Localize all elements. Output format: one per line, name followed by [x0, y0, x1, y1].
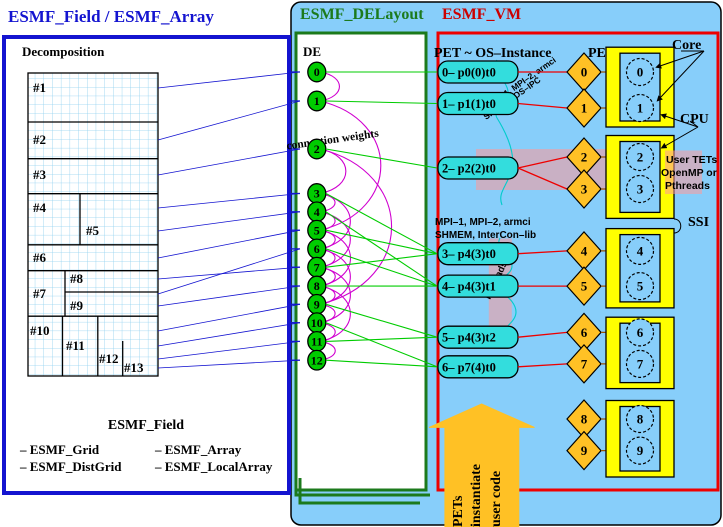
svg-text:5: 5 — [314, 223, 320, 237]
svg-text:1– p1(1)t0: 1– p1(1)t0 — [442, 97, 496, 111]
svg-text:#11: #11 — [66, 338, 85, 353]
svg-text:#4: #4 — [33, 200, 47, 215]
svg-text:7: 7 — [314, 260, 320, 274]
svg-text:0: 0 — [581, 65, 588, 80]
svg-text:#8: #8 — [70, 271, 84, 286]
svg-text:3: 3 — [637, 182, 644, 197]
svg-text:– ESMF_Array: – ESMF_Array — [154, 442, 242, 457]
svg-text:– ESMF_DistGrid: – ESMF_DistGrid — [19, 459, 122, 474]
svg-text:3– p4(3)t0: 3– p4(3)t0 — [442, 247, 496, 261]
svg-text:9: 9 — [637, 443, 644, 458]
svg-text:1: 1 — [637, 101, 644, 116]
svg-text:PE: PE — [588, 46, 606, 61]
svg-text:#12: #12 — [99, 351, 119, 366]
svg-text:7: 7 — [637, 356, 644, 371]
svg-text:9: 9 — [581, 443, 588, 458]
svg-text:instantiate: instantiate — [469, 464, 484, 527]
svg-text:Pthreads: Pthreads — [665, 180, 710, 192]
svg-text:6– p7(4)t0: 6– p7(4)t0 — [442, 360, 496, 374]
svg-text:DE: DE — [303, 44, 321, 59]
svg-text:#3: #3 — [33, 167, 47, 182]
svg-text:#5: #5 — [86, 223, 100, 238]
svg-text:ESMF_Field: ESMF_Field — [108, 418, 184, 433]
svg-text:ESMF_Field / ESMF_Array: ESMF_Field / ESMF_Array — [8, 7, 214, 26]
svg-text:ESMF_DELayout: ESMF_DELayout — [300, 6, 424, 23]
svg-text:2: 2 — [581, 150, 588, 165]
svg-text:OpenMP or: OpenMP or — [661, 167, 717, 179]
svg-text:8: 8 — [581, 412, 588, 427]
svg-text:2: 2 — [637, 150, 644, 165]
svg-text:8: 8 — [314, 279, 320, 293]
svg-text:#6: #6 — [33, 250, 47, 265]
svg-text:10: 10 — [311, 316, 323, 330]
svg-text:CPU: CPU — [680, 112, 709, 127]
svg-text:5: 5 — [637, 279, 644, 294]
svg-text:– ESMF_Grid: – ESMF_Grid — [19, 442, 100, 457]
svg-text:9: 9 — [314, 298, 320, 312]
svg-text:5: 5 — [581, 279, 588, 294]
svg-text:1: 1 — [314, 94, 320, 108]
svg-text:4: 4 — [314, 205, 320, 219]
svg-text:7: 7 — [581, 356, 588, 371]
svg-text:4: 4 — [637, 243, 644, 258]
svg-text:#9: #9 — [70, 298, 84, 313]
svg-text:ESMF_VM: ESMF_VM — [442, 6, 521, 23]
svg-text:Decomposition: Decomposition — [22, 44, 105, 59]
svg-text:user code: user code — [489, 471, 504, 527]
svg-text:12: 12 — [311, 353, 323, 367]
svg-text:3: 3 — [581, 182, 588, 197]
svg-text:PETs: PETs — [451, 495, 466, 527]
svg-text:4: 4 — [581, 243, 588, 258]
svg-text:11: 11 — [311, 335, 322, 349]
svg-text:0: 0 — [637, 65, 644, 80]
svg-text:SSI: SSI — [688, 215, 709, 230]
svg-text:0– p0(0)t0: 0– p0(0)t0 — [442, 66, 496, 80]
svg-text:8: 8 — [637, 412, 644, 427]
svg-text:6: 6 — [637, 325, 644, 340]
svg-text:#1: #1 — [33, 80, 46, 95]
svg-text:– ESMF_LocalArray: – ESMF_LocalArray — [154, 459, 273, 474]
svg-text:3: 3 — [314, 187, 320, 201]
svg-text:1: 1 — [581, 101, 588, 116]
svg-text:0: 0 — [314, 65, 320, 79]
svg-text:4– p4(3)t1: 4– p4(3)t1 — [442, 280, 496, 294]
svg-text:2– p2(2)t0: 2– p2(2)t0 — [442, 162, 496, 176]
svg-text:MPI–1, MPI–2, armci: MPI–1, MPI–2, armci — [435, 217, 531, 228]
svg-text:#10: #10 — [30, 323, 50, 338]
svg-text:SHMEM, InterCon–lib: SHMEM, InterCon–lib — [435, 230, 536, 241]
svg-text:#7: #7 — [33, 286, 47, 301]
svg-text:6: 6 — [314, 242, 320, 256]
svg-text:5– p4(3)t2: 5– p4(3)t2 — [442, 331, 496, 345]
svg-text:User TETs: User TETs — [666, 154, 717, 166]
svg-text:6: 6 — [581, 325, 588, 340]
svg-text:#2: #2 — [33, 132, 46, 147]
svg-text:#13: #13 — [124, 360, 144, 375]
svg-text:2: 2 — [314, 142, 320, 156]
svg-text:PET ~ OS–Instance: PET ~ OS–Instance — [434, 46, 552, 61]
